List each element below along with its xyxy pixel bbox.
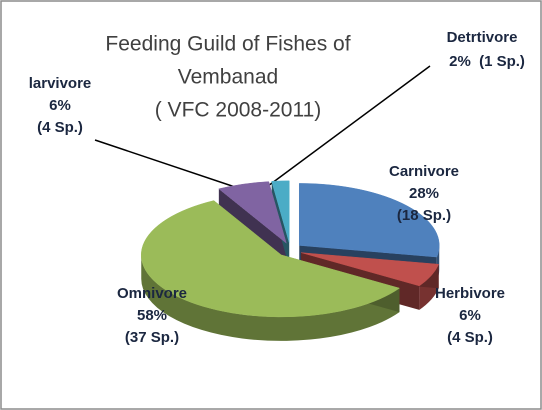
chart-title: Feeding Guild of Fishes of bbox=[105, 33, 350, 56]
species-label: (1 Sp.) bbox=[479, 53, 525, 70]
slice bbox=[301, 252, 440, 287]
value-label: 58% bbox=[137, 307, 167, 324]
category-label: Omnivore bbox=[117, 285, 187, 302]
category-label: Carnivore bbox=[389, 163, 459, 180]
category-label: Herbivore bbox=[435, 285, 505, 302]
slice bbox=[271, 180, 290, 243]
leader-line bbox=[267, 65, 431, 187]
value-label: 28% bbox=[409, 185, 439, 202]
value-label: 6% bbox=[459, 307, 481, 324]
slice bbox=[218, 181, 287, 244]
slice bbox=[298, 183, 440, 258]
species-label: (37 Sp.) bbox=[125, 329, 179, 346]
value-label: 6% bbox=[49, 97, 71, 114]
species-label: (4 Sp.) bbox=[37, 119, 83, 136]
value-label: 2% bbox=[449, 53, 471, 70]
chart-title: Vembanad bbox=[178, 66, 278, 89]
category-label: Detrtivore bbox=[447, 29, 518, 46]
category-label: larvivore bbox=[29, 75, 92, 92]
slice-side bbox=[141, 254, 400, 341]
species-label: (18 Sp.) bbox=[397, 207, 451, 224]
chart-title: ( VFC 2008-2011) bbox=[155, 99, 322, 122]
slice bbox=[141, 200, 401, 318]
slice-tops bbox=[141, 180, 440, 318]
species-label: (4 Sp.) bbox=[447, 329, 493, 346]
leader-line bbox=[94, 139, 245, 191]
